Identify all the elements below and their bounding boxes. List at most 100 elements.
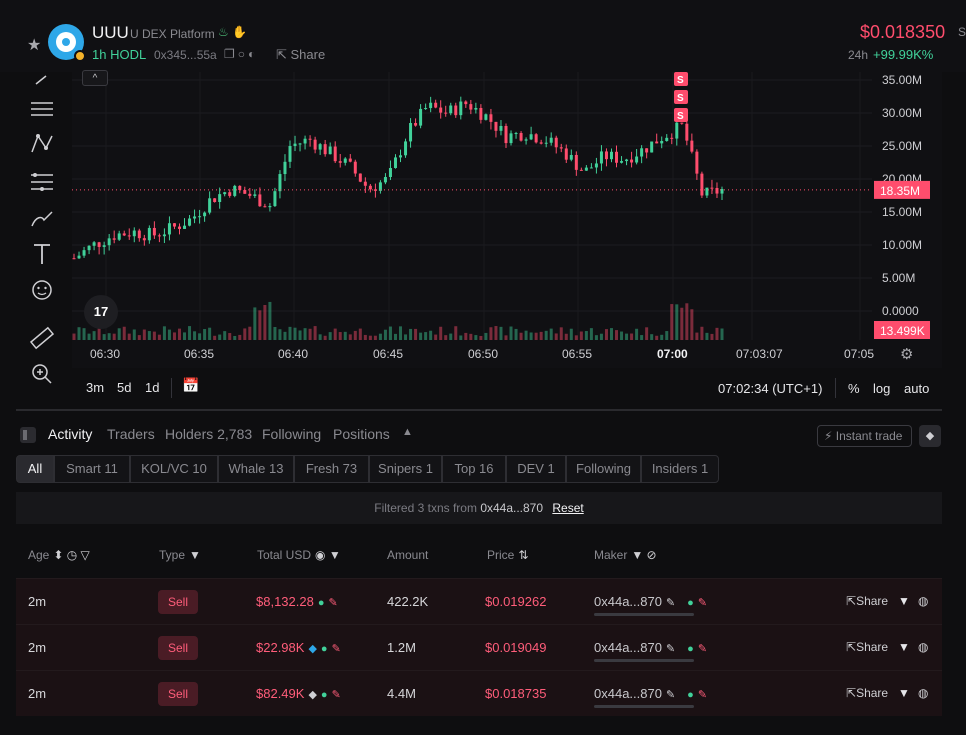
volume-bar [640,335,644,340]
share-button[interactable]: ⇱ Share [276,47,326,62]
col-maker[interactable]: Maker ▼ ⊘ [594,548,657,562]
price-chart[interactable]: 35.00M 30.00M 25.00M 20.00M 15.00M 10.00M 5.00… [72,72,942,368]
row-maker[interactable]: 0x44a...870 ✎ ● ✎ [594,686,708,701]
pill-dev[interactable]: DEV 1 [506,455,566,483]
tab-holders[interactable]: Holders 2,783 [165,426,253,442]
ruler-tool-icon[interactable] [28,324,56,352]
pill-following[interactable]: Following [566,455,641,483]
panel-divider[interactable] [16,409,942,411]
candle-body [474,107,478,110]
candle-body [338,161,342,163]
percent-toggle[interactable]: % [848,381,860,396]
candle-body [328,146,332,155]
row-share-button[interactable]: ⇱Share [846,594,889,608]
row-filter-icon[interactable]: ▼ [898,686,910,700]
zoom-tool-icon[interactable] [28,360,56,388]
maker-balance-bar [594,705,694,708]
row-explorer-icon[interactable]: ◍ [918,640,929,654]
col-price[interactable]: Price ⇅ [487,548,529,562]
apps-icon[interactable]: ◆ [919,425,941,447]
col-total[interactable]: Total USD ◉ ▼ [257,548,341,562]
sidebar-toggle-icon[interactable] [20,427,36,443]
x-tick-label: 06:50 [468,347,498,361]
tab-activity[interactable]: Activity [48,426,93,442]
pill-all[interactable]: All [16,455,54,483]
chart-canvas[interactable]: 35.00M30.00M25.00M20.00M15.00M10.00M5.00… [72,72,942,368]
col-amount[interactable]: Amount [387,548,429,562]
pill-smart[interactable]: Smart 11 [54,455,130,483]
caret-up-icon[interactable]: ▲ [402,426,413,438]
emoji-tool-icon[interactable] [28,276,56,304]
table-row[interactable]: 2m Sell $8,132.28 ● ✎ 422.2K $0.019262 0x4… [16,578,942,624]
tab-traders[interactable]: Traders [107,426,155,442]
volume-bar [72,333,76,340]
row-explorer-icon[interactable]: ◍ [918,686,929,700]
horizontal-lines-icon[interactable] [28,96,56,124]
volume-bar [253,307,257,340]
row-filter-icon[interactable]: ▼ [898,594,910,608]
candle-body [132,230,136,237]
pill-whale[interactable]: Whale 13 [218,455,294,483]
pill-top[interactable]: Top 16 [442,455,506,483]
row-age: 2m [28,640,47,655]
col-age[interactable]: Age ⬍ ◷ ▽ [28,548,90,562]
row-filter-icon[interactable]: ▼ [898,640,910,654]
candle-body [454,105,458,116]
log-toggle[interactable]: log [873,381,891,396]
pill-snipers[interactable]: Snipers 1 [369,455,442,483]
sell-trade-marker-label: S [677,75,684,86]
row-type-badge: Sell [158,590,198,614]
favorite-star-icon[interactable]: ★ [27,37,42,54]
volume-bar [589,328,593,340]
calendar-icon[interactable]: 📅 [182,377,200,393]
candle-body [574,154,578,170]
text-tool-icon[interactable] [28,240,56,268]
candle-body [680,122,684,124]
cursor-tool-icon[interactable] [28,66,56,94]
row-share-button[interactable]: ⇱Share [846,640,889,654]
timeframe-1d[interactable]: 1d [145,380,160,395]
candle-body [700,173,704,196]
volume-bar [700,326,704,340]
pattern-tool-icon[interactable] [28,130,56,158]
volume-bar [635,328,639,340]
contract-address[interactable]: 0x345...55a [154,48,217,62]
table-row[interactable]: 2m Sell $22.98K ◆ ● ✎ 1.2M $0.019049 0x44a.… [16,624,942,670]
reset-link[interactable]: Reset [552,501,584,515]
pill-kol[interactable]: KOL/VC 10 [130,455,218,483]
row-maker[interactable]: 0x44a...870 ✎ ● ✎ [594,640,708,655]
volume-bar [564,333,568,340]
chart-settings-icon[interactable]: ⚙ [900,346,914,363]
candle-body [248,193,252,196]
token-header: ★ UUU U DEX Platform ♨ ✋ 1h HODL 0x345..… [0,0,966,72]
candle-body [313,139,317,150]
row-maker[interactable]: 0x44a...870 ✎ ● ✎ [594,594,708,609]
timeframe-3m[interactable]: 3m [86,380,105,395]
candle-body [720,188,724,194]
candle-body [409,123,413,142]
row-explorer-icon[interactable]: ◍ [918,594,929,608]
timeframe-5d[interactable]: 5d [117,380,132,395]
volume-bar [97,326,101,340]
candle-body [424,108,428,110]
candle-body [127,235,131,237]
volume-bar [569,328,573,340]
volume-bar [424,332,428,340]
fib-tool-icon[interactable] [28,168,56,196]
pill-fresh[interactable]: Fresh 73 [294,455,369,483]
tab-positions[interactable]: Positions [333,426,390,442]
copy-search-icons[interactable]: ❐○◐ [224,47,259,61]
candle-body [288,146,292,162]
tab-following[interactable]: Following [262,426,322,442]
pill-insiders[interactable]: Insiders 1 [641,455,719,483]
brush-tool-icon[interactable] [28,204,56,232]
col-type[interactable]: Type ▼ [159,548,201,562]
candle-body [625,159,629,162]
row-share-button[interactable]: ⇱Share [846,686,889,700]
collapse-toolbar-button[interactable]: ^ [82,70,108,86]
auto-toggle[interactable]: auto [904,381,930,396]
volume-bar [117,328,121,340]
volume-bar [288,326,292,340]
table-row[interactable]: 2m Sell $82.49K ◆ ● ✎ 4.4M $0.018735 0x44a.… [16,670,942,716]
instant-trade-button[interactable]: ⚡ Instant trade [817,425,912,447]
